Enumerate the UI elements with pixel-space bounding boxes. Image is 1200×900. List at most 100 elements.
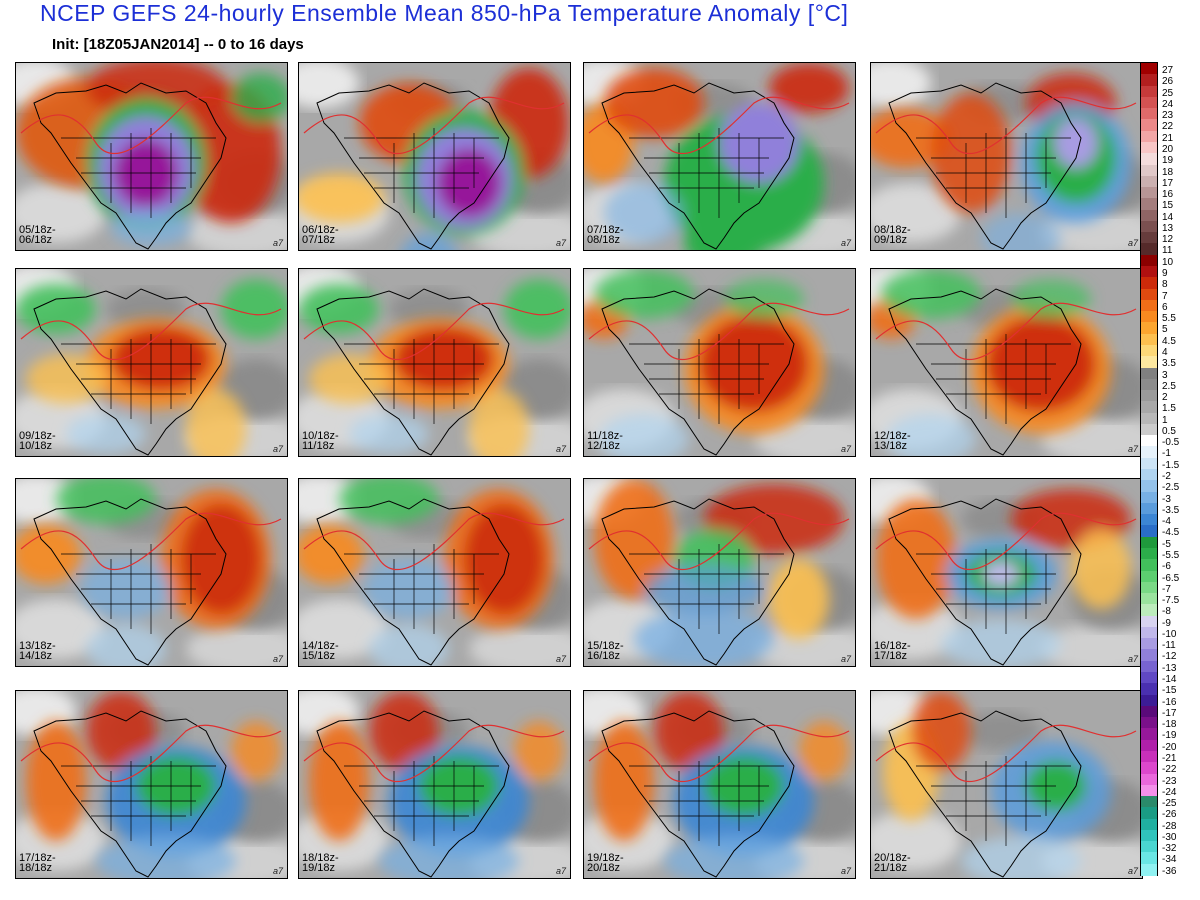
- forecast-panel: 05/18z- 06/18z a7: [15, 62, 288, 251]
- panel-code-label: a7: [1127, 238, 1138, 248]
- colorbar-swatch: [1141, 649, 1157, 662]
- panel-code-label: a7: [840, 654, 851, 664]
- figure-title: NCEP GEFS 24-hourly Ensemble Mean 850-hP…: [40, 0, 849, 26]
- colorbar-tick-label: 14: [1162, 211, 1174, 223]
- anomaly-map: [16, 691, 287, 878]
- panel-date-label: 09/18z- 10/18z: [19, 430, 56, 452]
- colorbar-swatch: [1141, 672, 1157, 684]
- colorbar-tick-label: -2.5: [1162, 482, 1180, 494]
- colorbar-swatch: [1141, 378, 1157, 391]
- colorbar-swatch: [1141, 243, 1157, 256]
- colorbar-tick-label: 22: [1162, 121, 1174, 133]
- colorbar-tick-label: 3: [1162, 369, 1168, 381]
- colorbar-swatch: [1141, 525, 1157, 538]
- colorbar-tick-label: 6: [1162, 301, 1168, 313]
- colorbar-swatch: [1141, 638, 1157, 651]
- anomaly-map: [299, 269, 570, 456]
- panel-code-label: a7: [272, 238, 283, 248]
- colorbar-tick-label: -11: [1162, 640, 1176, 652]
- forecast-panel: 14/18z- 15/18z a7: [298, 478, 571, 667]
- colorbar-swatch: [1141, 660, 1157, 673]
- colorbar-swatch: [1141, 514, 1157, 526]
- colorbar-swatch: [1141, 367, 1157, 380]
- anomaly-map: [871, 479, 1142, 666]
- colorbar-tick-label: 2: [1162, 392, 1168, 404]
- forecast-panel: 16/18z- 17/18z a7: [870, 478, 1143, 667]
- colorbar-tick-label: -1.5: [1162, 459, 1180, 471]
- colorbar-tick-label: -2: [1162, 471, 1171, 482]
- colorbar-swatch: [1141, 333, 1157, 346]
- forecast-panel: 11/18z- 12/18z a7: [583, 268, 856, 457]
- colorbar-swatch: [1141, 220, 1157, 233]
- colorbar-tick-label: -25: [1162, 798, 1177, 810]
- colorbar-swatch: [1141, 457, 1157, 470]
- colorbar-swatch: [1141, 311, 1157, 323]
- anomaly-map: [871, 691, 1142, 878]
- panel-date-label: 13/18z- 14/18z: [19, 640, 56, 662]
- anomaly-map: [16, 269, 287, 456]
- colorbar-swatch: [1141, 96, 1157, 109]
- panel-code-label: a7: [555, 444, 566, 454]
- colorbar: [1140, 62, 1158, 876]
- colorbar-tick-label: -4.5: [1162, 527, 1180, 539]
- forecast-panel: 15/18z- 16/18z a7: [583, 478, 856, 667]
- colorbar-swatch: [1141, 141, 1157, 154]
- anomaly-map: [584, 691, 855, 878]
- colorbar-tick-label: -5: [1162, 538, 1171, 550]
- colorbar-swatch: [1141, 74, 1157, 87]
- colorbar-tick-label: 26: [1162, 76, 1174, 88]
- panel-date-label: 11/18z- 12/18z: [587, 430, 623, 452]
- colorbar-tick-label: -9: [1162, 617, 1171, 629]
- panel-code-label: a7: [555, 866, 566, 876]
- panel-date-label: 07/18z- 08/18z: [587, 224, 624, 246]
- colorbar-tick-label: -1: [1162, 448, 1171, 460]
- colorbar-swatch: [1141, 356, 1157, 369]
- forecast-panel: 07/18z- 08/18z a7: [583, 62, 856, 251]
- forecast-panel: 18/18z- 19/18z a7: [298, 690, 571, 879]
- colorbar-swatch: [1141, 412, 1157, 425]
- colorbar-swatch: [1141, 175, 1157, 188]
- forecast-panel: 08/18z- 09/18z a7: [870, 62, 1143, 251]
- colorbar-swatch: [1141, 469, 1157, 481]
- panel-code-label: a7: [272, 654, 283, 664]
- colorbar-tick-label: -0.5: [1162, 437, 1180, 449]
- colorbar-tick-label: -18: [1162, 719, 1177, 731]
- colorbar-tick-label: 5.5: [1162, 313, 1176, 325]
- colorbar-swatch: [1141, 593, 1157, 605]
- colorbar-tick-label: -19: [1162, 730, 1177, 742]
- panel-date-label: 08/18z- 09/18z: [874, 224, 911, 246]
- colorbar-swatch: [1141, 130, 1157, 143]
- colorbar-swatch: [1141, 750, 1157, 763]
- colorbar-swatch: [1141, 717, 1157, 729]
- colorbar-swatch: [1141, 266, 1157, 278]
- anomaly-map: [584, 479, 855, 666]
- colorbar-tick-label: 19: [1162, 155, 1174, 167]
- colorbar-tick-label: 9: [1162, 268, 1168, 279]
- panel-code-label: a7: [1127, 654, 1138, 664]
- colorbar-tick-label: -12: [1162, 651, 1177, 663]
- colorbar-swatch: [1141, 299, 1157, 312]
- anomaly-map: [16, 479, 287, 666]
- colorbar-tick-label: 24: [1162, 98, 1174, 110]
- anomaly-map: [16, 63, 287, 250]
- forecast-panel: 20/18z- 21/18z a7: [870, 690, 1143, 879]
- panel-code-label: a7: [272, 866, 283, 876]
- colorbar-swatch: [1141, 187, 1157, 199]
- colorbar-tick-label: 2.5: [1162, 380, 1176, 392]
- colorbar-swatch: [1141, 344, 1157, 357]
- colorbar-swatch: [1141, 85, 1157, 98]
- colorbar-swatch: [1141, 796, 1157, 808]
- colorbar-swatch: [1141, 254, 1157, 267]
- anomaly-map: [299, 479, 570, 666]
- forecast-panel: 09/18z- 10/18z a7: [15, 268, 288, 457]
- panel-date-label: 05/18z- 06/18z: [19, 224, 56, 246]
- colorbar-tick-label: 1: [1162, 414, 1168, 426]
- forecast-panel: 13/18z- 14/18z a7: [15, 478, 288, 667]
- colorbar-tick-label: -16: [1162, 696, 1177, 708]
- panel-date-label: 06/18z- 07/18z: [302, 224, 339, 246]
- colorbar-tick-label: 5: [1162, 324, 1168, 336]
- colorbar-swatch: [1141, 198, 1157, 211]
- colorbar-swatch: [1141, 401, 1157, 414]
- panel-code-label: a7: [555, 654, 566, 664]
- colorbar-tick-label: -30: [1162, 831, 1177, 843]
